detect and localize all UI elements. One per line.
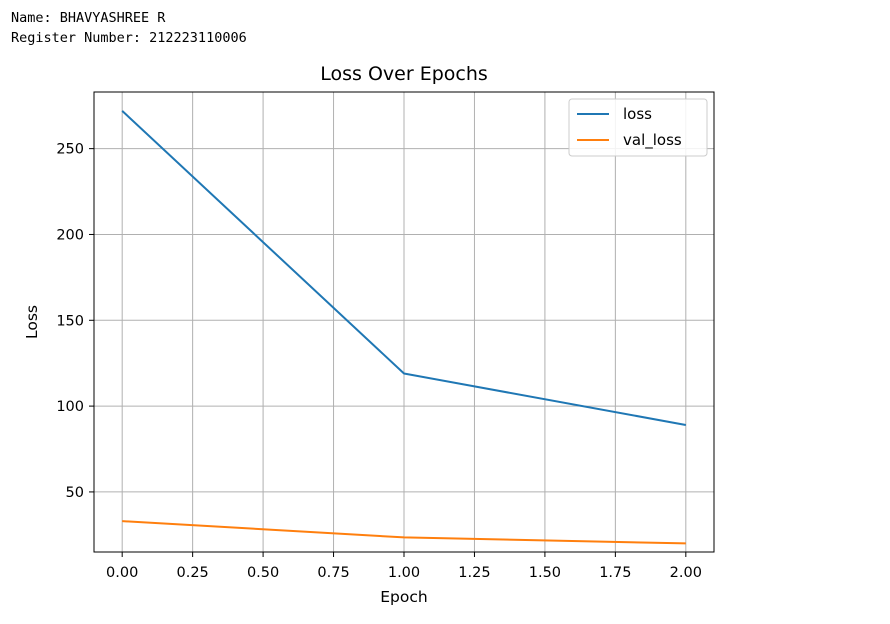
- x-tick-label: 0.50: [247, 565, 279, 581]
- grid: [94, 92, 714, 552]
- x-tick-label: 1.50: [529, 565, 561, 581]
- series-line-val-loss: [122, 520, 686, 545]
- header-text: Name: BHAVYASHREE R Register Number: 2122…: [11, 8, 247, 48]
- x-tick-label: 1.25: [458, 565, 490, 581]
- x-tick-label: 0.00: [106, 565, 138, 581]
- x-tick-label: 0.75: [317, 565, 349, 581]
- register-number-line: Register Number: 212223110006: [11, 30, 247, 46]
- x-tick-label: 2.00: [670, 565, 702, 581]
- y-tick-label: 250: [56, 142, 84, 158]
- legend: loss val_loss: [568, 98, 708, 157]
- series-line-loss: [121, 110, 686, 426]
- y-tick-label: 50: [66, 485, 84, 501]
- y-axis-label: Loss: [23, 305, 41, 339]
- legend-label: loss: [623, 105, 652, 123]
- y-tick-label: 200: [56, 227, 84, 243]
- chart-title: Loss Over Epochs: [320, 63, 488, 85]
- name-line: Name: BHAVYASHREE R: [11, 10, 166, 26]
- x-ticks: 0.00 0.25 0.50 0.75 1.00 1.25 1.50 1.75 2.00: [106, 552, 702, 581]
- legend-label: val_loss: [623, 131, 682, 150]
- x-axis-label: Epoch: [380, 588, 427, 606]
- series-lines: [121, 110, 686, 545]
- x-tick-label: 0.25: [176, 565, 208, 581]
- y-ticks: 50 100 150 200 250: [56, 142, 94, 501]
- x-tick-label: 1.00: [388, 565, 420, 581]
- y-tick-label: 100: [56, 399, 84, 415]
- y-tick-label: 150: [56, 313, 84, 329]
- x-tick-label: 1.75: [599, 565, 631, 581]
